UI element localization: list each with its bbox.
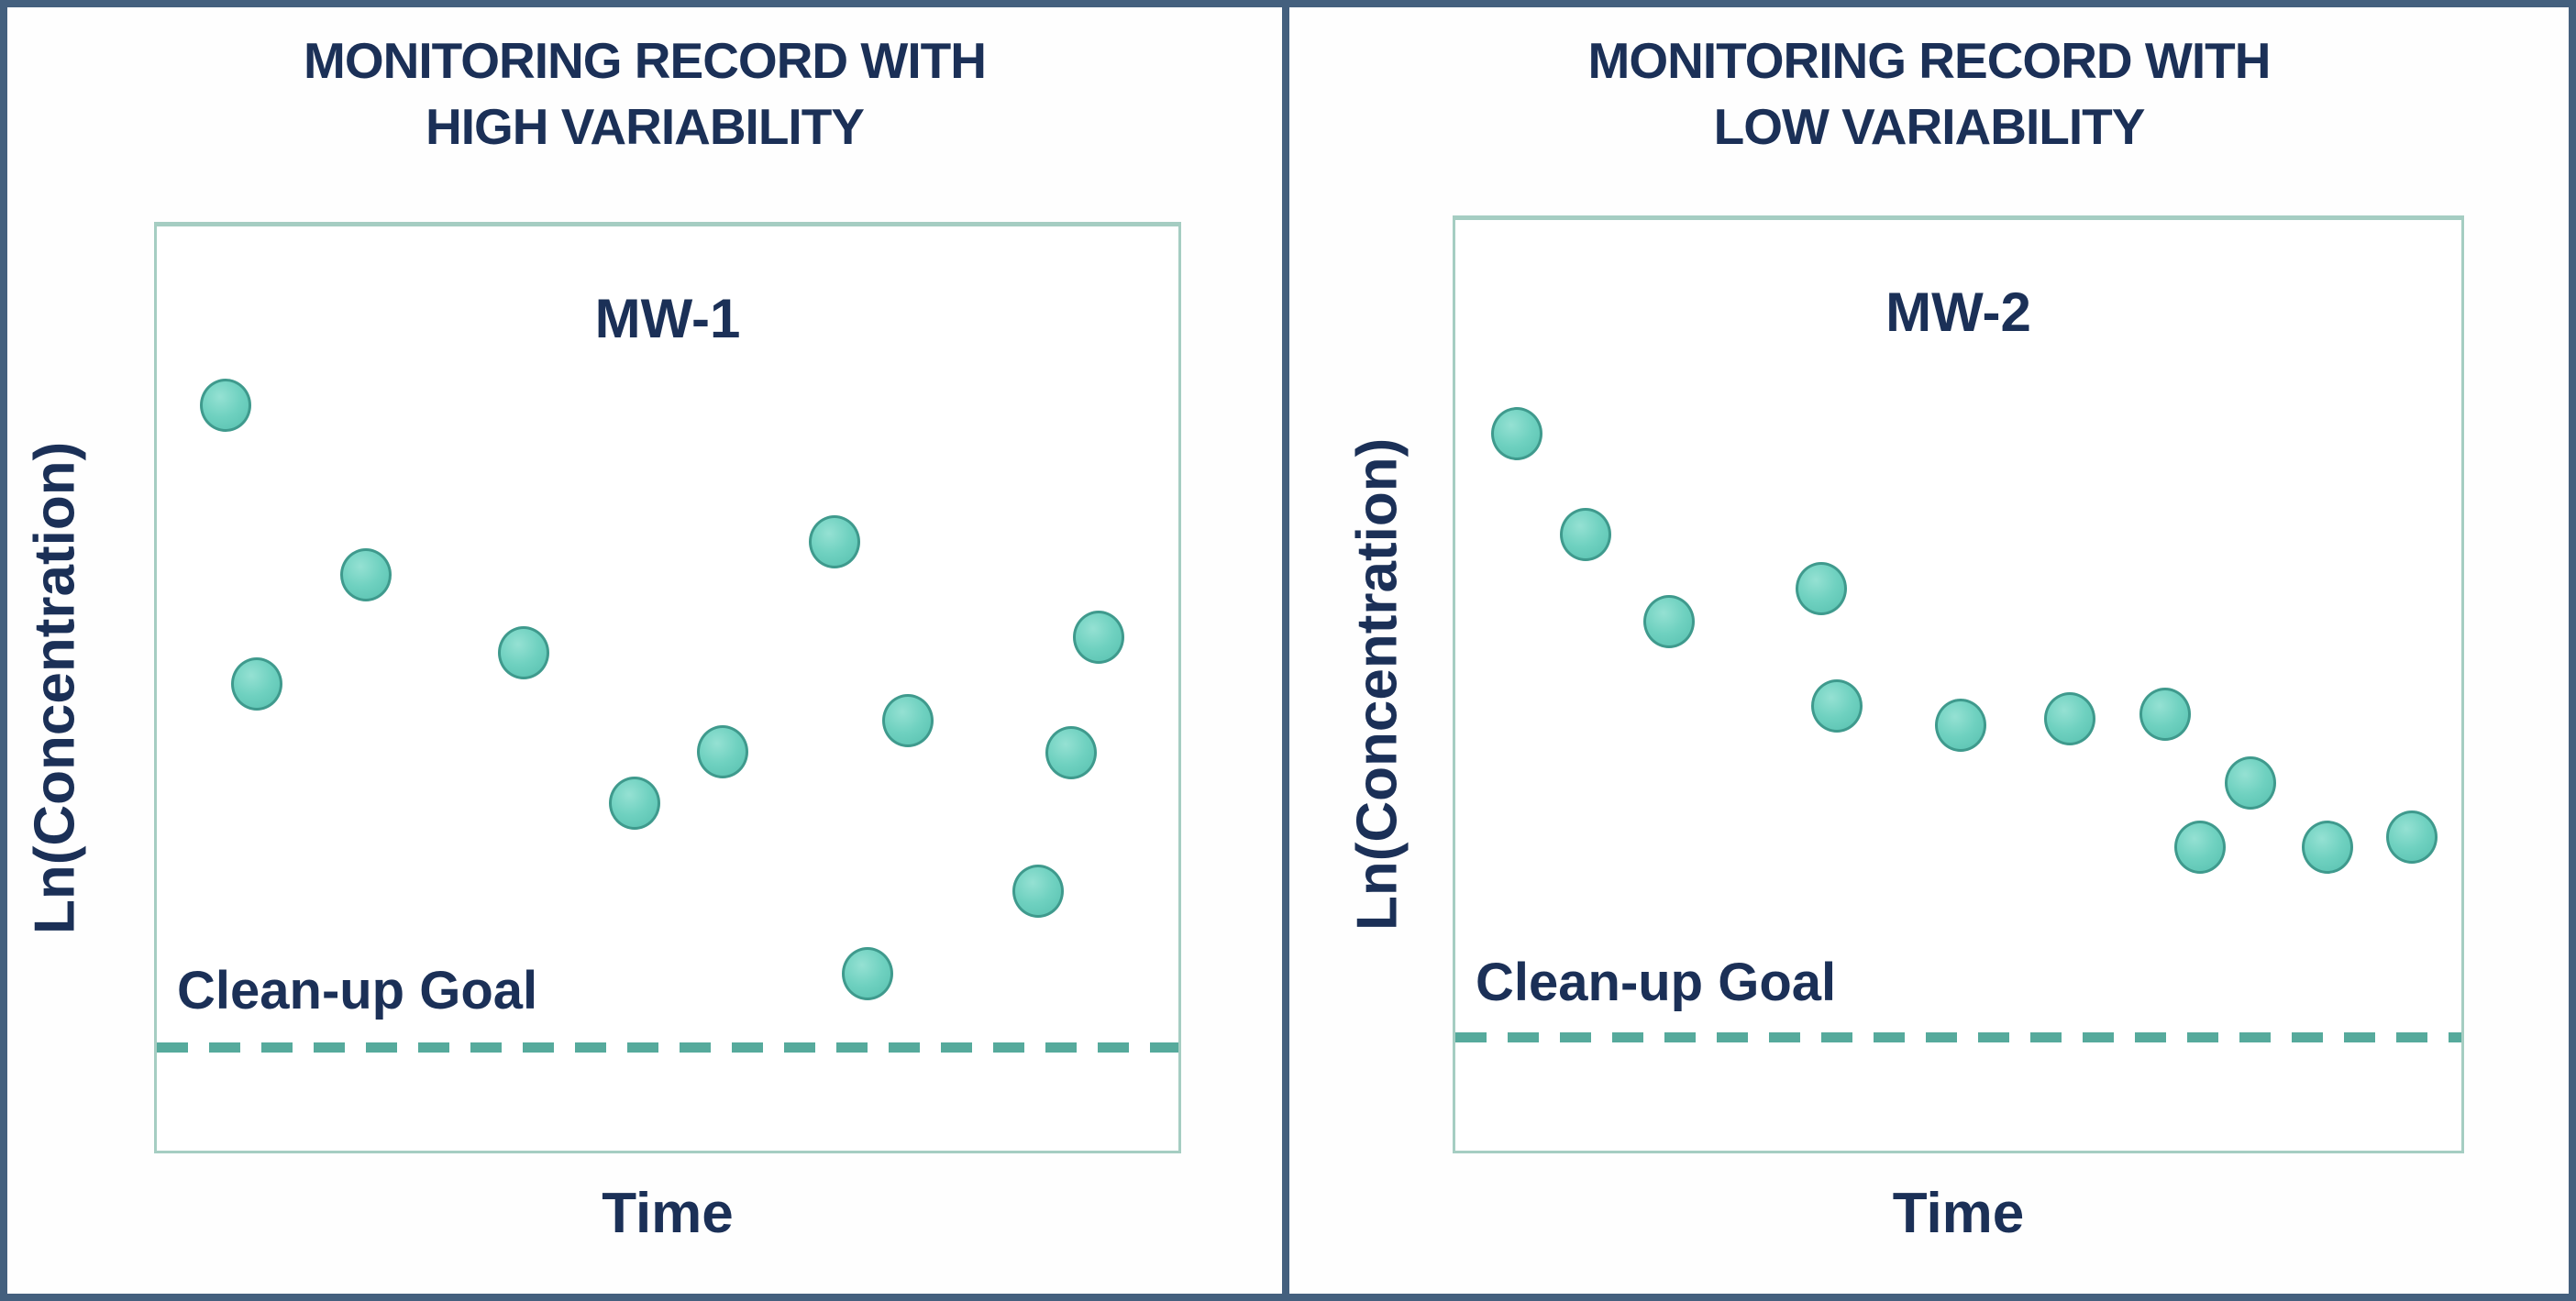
scatter-points-layer (1455, 220, 2461, 1151)
data-point (2044, 692, 2096, 746)
chart-title-line2: HIGH VARIABILITY (426, 98, 865, 155)
data-point (1559, 508, 1611, 562)
data-point (2173, 821, 2226, 875)
data-point (842, 947, 894, 1001)
plot-area: MW-1 Clean-up Goal (154, 222, 1181, 1153)
data-point (1642, 595, 1695, 649)
data-point (199, 378, 251, 432)
cleanup-goal-label: Clean-up Goal (1476, 952, 1837, 1012)
well-label: MW-2 (1885, 281, 2031, 343)
data-point (1934, 699, 1986, 753)
data-point (808, 514, 860, 568)
data-point (1012, 864, 1065, 918)
data-point (340, 548, 392, 602)
data-point (1796, 561, 1848, 615)
y-axis-label: Ln(Concentration) (1345, 437, 1410, 932)
data-point (1073, 610, 1125, 664)
data-point (1490, 407, 1542, 461)
data-point (2386, 810, 2438, 864)
data-point (2302, 821, 2354, 875)
chart-title: MONITORING RECORD WITH HIGH VARIABILITY (7, 28, 1282, 160)
chart-title: MONITORING RECORD WITH LOW VARIABILITY (1289, 28, 2569, 160)
plot-area: MW-2 Clean-up Goal (1453, 215, 2464, 1153)
data-point (881, 694, 934, 748)
panel-high-variability: MONITORING RECORD WITH HIGH VARIABILITY … (7, 7, 1282, 1294)
x-axis-label: Time (1892, 1182, 2025, 1245)
panel-low-variability: MONITORING RECORD WITH LOW VARIABILITY L… (1289, 7, 2569, 1294)
data-point (231, 656, 283, 711)
data-point (497, 625, 549, 679)
panel-divider (1282, 7, 1289, 1294)
scatter-points-layer (157, 226, 1178, 1151)
y-axis-label: Ln(Concentration) (23, 441, 87, 934)
cleanup-goal-label: Clean-up Goal (177, 961, 538, 1021)
x-axis-label: Time (602, 1182, 734, 1245)
data-point (2224, 756, 2276, 810)
cleanup-goal-dashed-line (1455, 1032, 2461, 1043)
data-point (697, 724, 749, 778)
data-point (1810, 678, 1863, 733)
well-label: MW-1 (594, 288, 741, 349)
chart-title-line2: LOW VARIABILITY (1713, 98, 2146, 155)
data-point (2139, 687, 2192, 741)
data-point (609, 776, 661, 830)
data-point (1045, 725, 1098, 779)
chart-title-line1: MONITORING RECORD WITH (1587, 32, 2272, 89)
chart-title-line1: MONITORING RECORD WITH (304, 32, 987, 89)
cleanup-goal-dashed-line (157, 1042, 1178, 1053)
